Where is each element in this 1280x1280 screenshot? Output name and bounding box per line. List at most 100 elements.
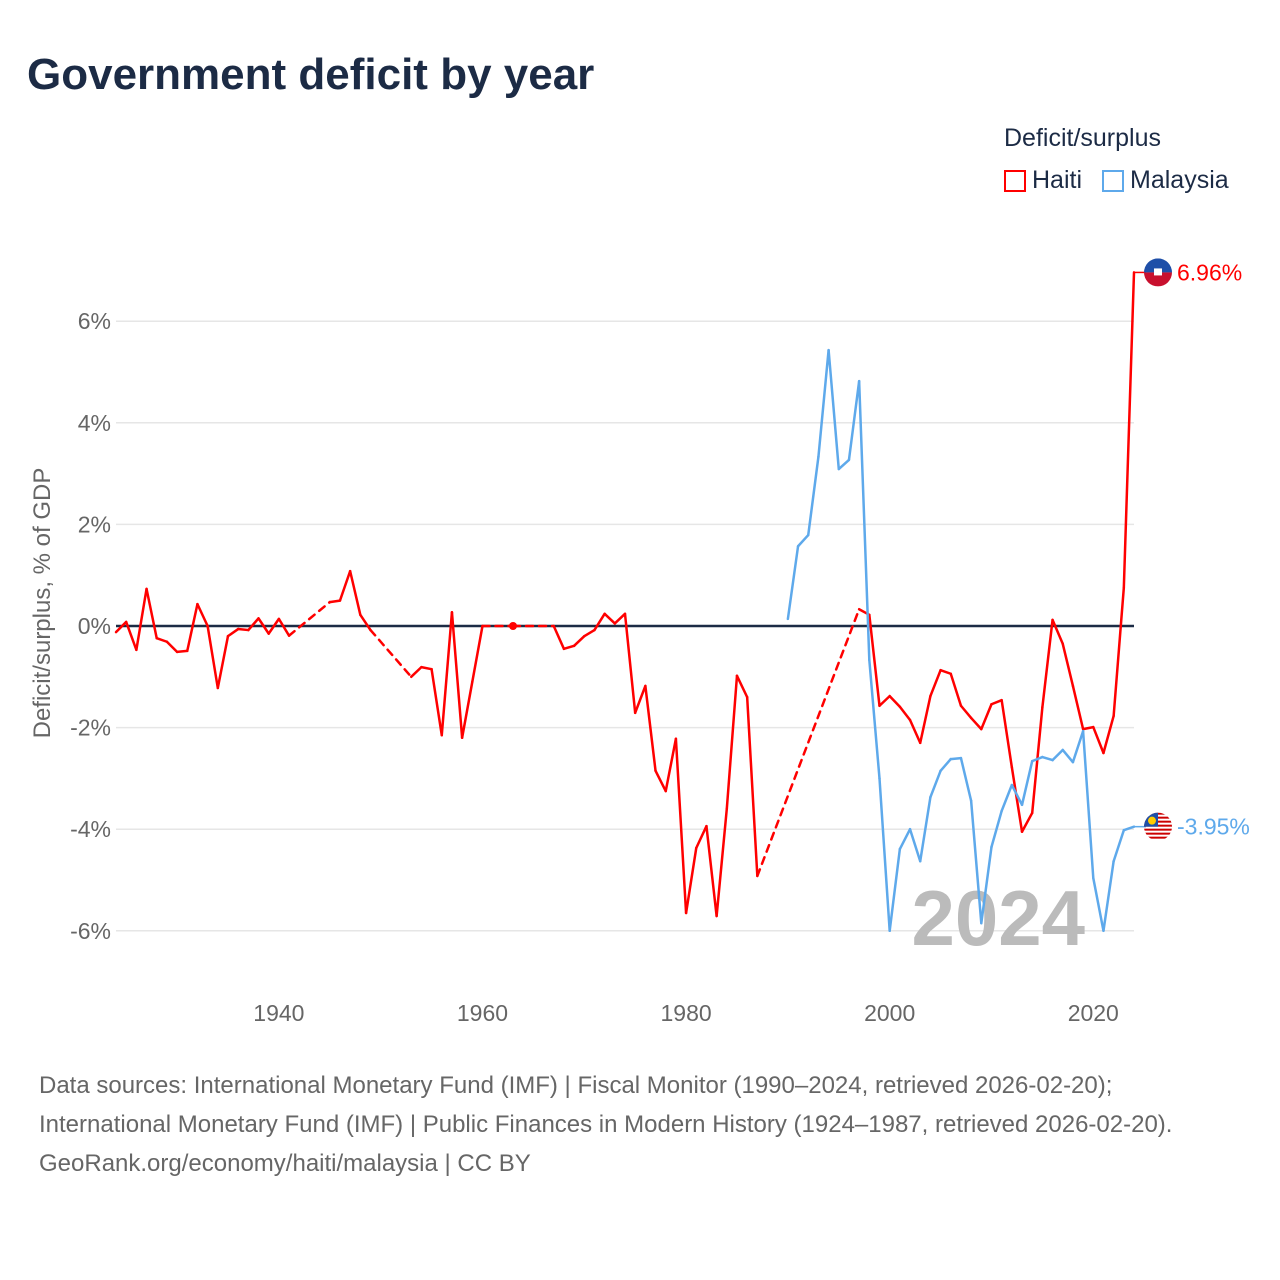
data-sources: Data sources: International Monetary Fun… — [39, 1072, 1173, 1138]
line-segment — [1081, 729, 1095, 880]
line-segment — [583, 628, 596, 638]
line-segment — [114, 620, 128, 634]
line-segment — [857, 379, 871, 662]
line-segment — [328, 599, 342, 604]
line-segment — [623, 612, 637, 715]
line-segment — [1051, 618, 1064, 646]
source-link[interactable]: GeoRank.org/economy/haiti/malaysia | CC … — [39, 1150, 531, 1177]
line-segment — [186, 602, 199, 653]
line-segment — [654, 769, 667, 793]
line-segment — [898, 827, 912, 851]
line-segment — [165, 640, 179, 654]
line-segment — [1071, 684, 1085, 731]
y-tick-label: -6% — [70, 918, 111, 944]
line-segment — [1081, 725, 1095, 731]
line-segment — [827, 348, 841, 471]
legend-swatch-malaysia — [1102, 169, 1125, 192]
line-segment — [969, 799, 983, 925]
line-segment — [878, 694, 891, 708]
y-tick-label: -2% — [70, 715, 111, 741]
line-segment — [348, 569, 362, 617]
line-segment — [929, 668, 942, 698]
line-segment — [1071, 729, 1085, 764]
line-segment — [1122, 825, 1136, 832]
line-segment — [1102, 714, 1115, 755]
line-segment — [918, 694, 932, 745]
line-segment — [430, 667, 444, 737]
x-tick-label: 2000 — [864, 1000, 915, 1026]
line-segment — [1061, 748, 1075, 764]
line-segment — [664, 737, 678, 793]
line-segment — [440, 611, 454, 737]
line-segment — [124, 620, 138, 652]
line-segment — [1122, 271, 1136, 590]
line-segment — [562, 644, 576, 651]
line-segment — [1112, 586, 1126, 718]
line-segment — [695, 824, 708, 850]
legend-label-malaysia: Malaysia — [1130, 166, 1229, 194]
gap-segment — [756, 607, 861, 878]
line-segment — [715, 807, 729, 918]
line-segment — [796, 533, 810, 548]
line-segment — [633, 684, 647, 715]
line-segment — [226, 627, 240, 638]
line-segment — [420, 665, 433, 671]
y-tick-label: 6% — [78, 308, 111, 334]
line-segment — [1092, 876, 1105, 933]
line-segment — [847, 379, 861, 462]
legend-label-haiti: Haiti — [1032, 166, 1083, 194]
line-segment — [969, 716, 983, 731]
legend: Haiti Malaysia — [1004, 166, 1229, 195]
line-segment — [980, 845, 993, 925]
legend-item-malaysia[interactable]: Malaysia — [1102, 166, 1229, 195]
line-segment — [1112, 828, 1126, 863]
line-segment — [918, 795, 932, 863]
series-lines — [114, 271, 1136, 933]
line-segment — [338, 569, 352, 602]
line-segment — [745, 695, 759, 878]
line-segment — [806, 455, 820, 537]
line-segment — [1041, 618, 1054, 709]
line-segment — [959, 704, 973, 720]
malaysia-flag-icon — [1144, 812, 1172, 839]
line-segment — [247, 617, 260, 632]
line-segment — [216, 634, 230, 690]
line-segment — [552, 624, 566, 651]
line-segment — [980, 702, 993, 731]
line-segment — [1020, 759, 1034, 807]
y-axis-label: Deficit/surplus, % of GDP — [29, 468, 56, 739]
line-segment — [359, 613, 372, 632]
line-segment — [908, 718, 922, 745]
haiti-flag-icon — [1144, 258, 1172, 287]
x-tick-label: 1980 — [660, 1000, 711, 1026]
series-haiti — [114, 271, 1136, 918]
x-tick-label: 1940 — [253, 1000, 304, 1026]
line-segment — [135, 587, 148, 652]
gridlines — [116, 320, 1134, 932]
x-tick-label: 2020 — [1068, 1000, 1119, 1026]
legend-item-haiti[interactable]: Haiti — [1004, 166, 1082, 195]
line-segment — [593, 612, 606, 632]
line-segment — [155, 636, 169, 643]
line-segment — [949, 756, 963, 761]
line-segment — [837, 458, 851, 471]
line-segment — [939, 668, 953, 676]
line-segment — [1030, 755, 1044, 763]
line-segment — [949, 672, 963, 708]
y-tick-label: 2% — [78, 511, 111, 537]
line-segment — [878, 777, 891, 933]
line-segment — [908, 827, 922, 863]
line-segment — [990, 698, 1003, 706]
line-segment — [1020, 811, 1034, 833]
line-segment — [257, 617, 270, 635]
series-malaysia — [786, 348, 1136, 933]
line-segment — [206, 624, 220, 690]
line-segment — [939, 757, 953, 773]
line-segment — [1000, 698, 1014, 769]
x-tick-label: 1960 — [457, 1000, 508, 1026]
line-segment — [1092, 725, 1105, 755]
year-watermark: 2024 — [911, 874, 1085, 962]
line-segment — [267, 617, 281, 635]
line-segment — [450, 611, 464, 740]
y-tick-label: 4% — [78, 410, 111, 436]
